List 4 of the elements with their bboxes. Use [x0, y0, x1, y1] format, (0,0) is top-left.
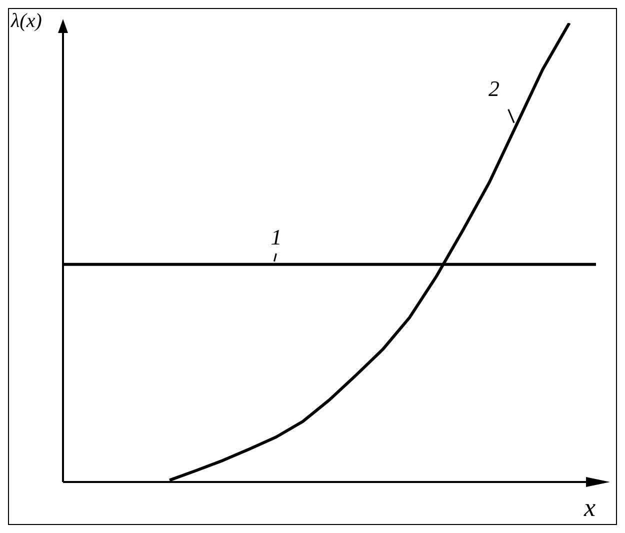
y-axis-title: λ(x): [10, 10, 42, 32]
series-label: 1: [270, 224, 282, 250]
x-axis-title: x: [583, 493, 596, 522]
series-label: 2: [488, 76, 500, 101]
